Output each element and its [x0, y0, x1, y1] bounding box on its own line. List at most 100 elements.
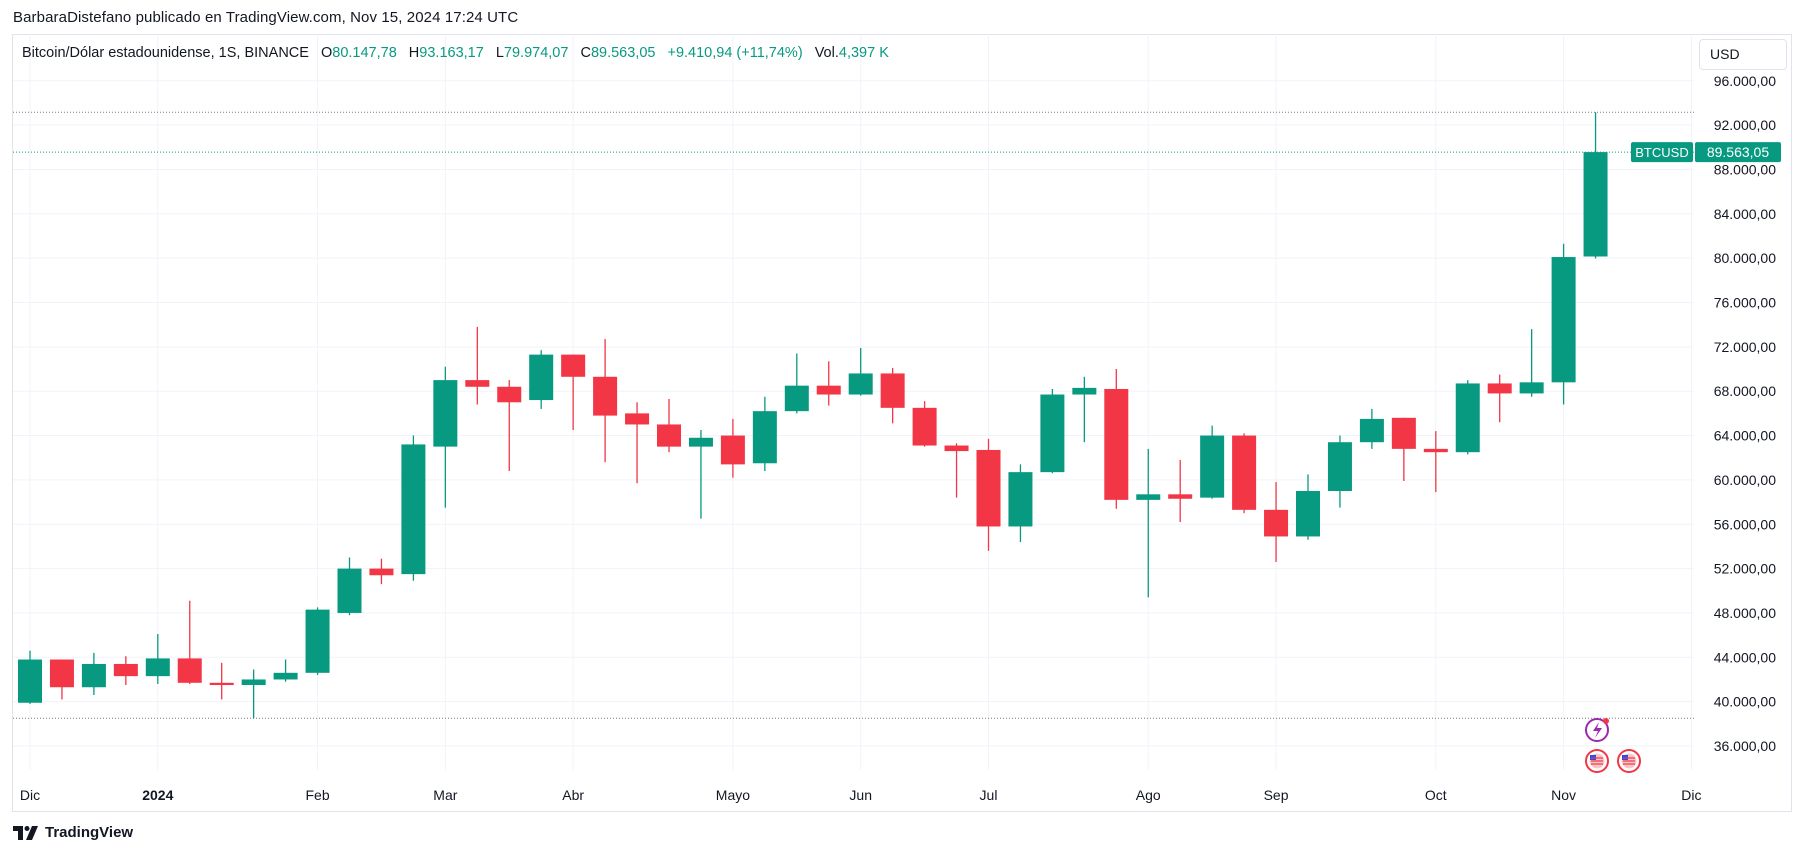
last-price-tag: BTCUSD 89.563,05 [1631, 142, 1781, 163]
candle-body [401, 444, 426, 575]
candle [1104, 369, 1129, 509]
candle-body [209, 682, 234, 686]
candle-body [1391, 417, 1416, 449]
candle [497, 380, 522, 472]
candle [912, 401, 937, 447]
price-tag-value: 89.563,05 [1707, 144, 1769, 160]
candle-body [18, 659, 42, 703]
candle [1072, 376, 1097, 443]
candle [529, 350, 554, 409]
candle [657, 398, 681, 453]
x-tick-label: Mar [433, 787, 457, 803]
symbol-description: Bitcoin/Dólar estadounidense, 1S, BINANC… [22, 45, 309, 61]
candle [1391, 417, 1416, 482]
candle-body [145, 658, 170, 677]
y-tick-label: 48.000,00 [1714, 605, 1776, 621]
candle-body [1072, 387, 1097, 395]
candle [369, 558, 394, 585]
x-tick-label: Sep [1264, 787, 1289, 803]
candle [465, 326, 490, 405]
candle-body [369, 568, 394, 576]
candle-body [976, 449, 1001, 527]
candle [593, 339, 618, 463]
candle-body [1583, 152, 1608, 257]
candle-body [1296, 490, 1320, 537]
candle-body [944, 445, 969, 452]
candle-body [177, 658, 202, 683]
publisher-caption: BarbaraDistefano publicado en TradingVie… [13, 9, 519, 26]
candle [113, 656, 138, 686]
y-tick-label: 76.000,00 [1714, 295, 1776, 311]
y-tick-label: 56.000,00 [1714, 516, 1776, 532]
candle [1136, 448, 1161, 598]
y-tick-label: 64.000,00 [1714, 428, 1776, 444]
currency-button[interactable]: USD [1699, 39, 1787, 70]
candle-body [625, 413, 650, 425]
candle [1551, 243, 1576, 405]
candle [1232, 433, 1257, 514]
ohlc-legend: Bitcoin/Dólar estadounidense, 1S, BINANC… [22, 45, 889, 61]
candle [1359, 408, 1384, 449]
y-tick-label: 96.000,00 [1714, 73, 1776, 89]
candle-body [1200, 435, 1225, 498]
grid-lines [13, 34, 1694, 770]
candle [1008, 464, 1033, 542]
candle-body [1168, 494, 1193, 499]
candle [1455, 380, 1480, 455]
footer-brand-label: TradingView [45, 824, 134, 841]
y-tick-label: 72.000,00 [1714, 339, 1776, 355]
candle [944, 443, 969, 498]
candle-body [720, 435, 745, 465]
candles [18, 112, 1608, 719]
low-label: L [495, 45, 504, 61]
candle-body [529, 354, 554, 401]
candle-body [305, 609, 330, 673]
candle-body [81, 663, 106, 688]
candle [880, 367, 905, 424]
candle [401, 435, 426, 581]
candle [625, 402, 650, 484]
candle [752, 396, 777, 472]
candle-body [1327, 442, 1352, 491]
candle [1327, 435, 1352, 508]
candle-body [848, 373, 873, 395]
x-tick-label: 2024 [142, 787, 173, 803]
time-axis: Dic 2024 Feb Mar Abr Mayo Jun Jul Ago Sep Oct Nov Di… [20, 787, 1702, 803]
candle-body [1008, 472, 1033, 527]
candle [1519, 329, 1544, 397]
candle [145, 634, 170, 684]
y-tick-label: 52.000,00 [1714, 561, 1776, 577]
candle-body [497, 386, 522, 403]
candle-body [337, 568, 362, 613]
candle [688, 430, 713, 519]
x-tick-label: Jul [980, 787, 998, 803]
y-tick-label: 36.000,00 [1714, 738, 1776, 754]
candle-body [273, 672, 298, 680]
candle-body [657, 424, 681, 447]
volume-label: Vol. [814, 45, 839, 61]
x-tick-label: Dic [20, 787, 40, 803]
event-markers [1585, 718, 1641, 773]
candle [433, 366, 458, 508]
y-tick-label: 88.000,00 [1714, 161, 1776, 177]
candle-body [433, 380, 458, 447]
close-label: C [580, 45, 591, 61]
candle [1296, 474, 1320, 540]
footer-brand[interactable]: TradingView [13, 824, 133, 841]
x-tick-label: Ago [1136, 787, 1161, 803]
candle-body [912, 407, 937, 446]
x-tick-label: Abr [562, 787, 584, 803]
high-value: 93.163,17 [419, 45, 484, 61]
candle-body [1104, 388, 1129, 500]
candle-body [1136, 494, 1161, 500]
candle-body [1359, 418, 1384, 443]
x-tick-label: Dic [1681, 787, 1701, 803]
x-tick-label: Jun [849, 787, 872, 803]
candle [273, 659, 298, 682]
candle [1583, 112, 1608, 259]
candle [1040, 388, 1065, 474]
candle [720, 418, 745, 478]
y-tick-label: 40.000,00 [1714, 694, 1776, 710]
candle-body [752, 411, 777, 464]
